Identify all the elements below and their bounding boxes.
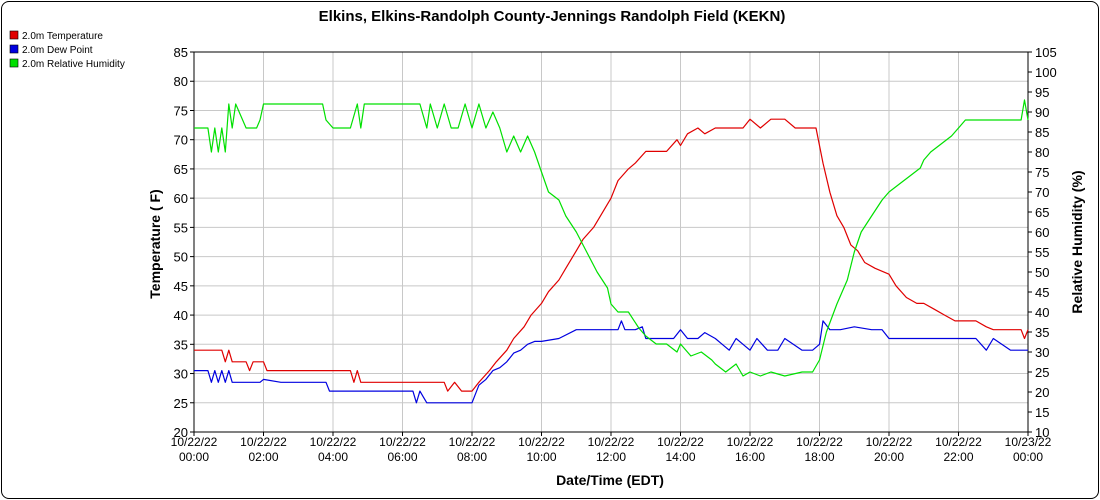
y-tick-label: 55 <box>174 220 188 235</box>
x-tick-label-date: 10/22/22 <box>866 435 913 449</box>
x-tick-label-time: 08:00 <box>457 450 487 464</box>
y2-tick-label: 85 <box>1035 125 1049 140</box>
x-tick-label-time: 02:00 <box>248 450 278 464</box>
y2-tick-label: 40 <box>1035 305 1049 320</box>
y2-tick-label: 75 <box>1035 165 1049 180</box>
x-tick-label-time: 20:00 <box>874 450 904 464</box>
y-tick-label: 75 <box>174 103 188 118</box>
y2-tick-label: 55 <box>1035 245 1049 260</box>
x-tick-label-date: 10/22/22 <box>518 435 565 449</box>
x-tick-label-time: 18:00 <box>804 450 834 464</box>
y2-axis-label: Relative Humidity (%) <box>1069 170 1085 313</box>
y-tick-label: 70 <box>174 133 188 148</box>
x-tick-label-time: 00:00 <box>1013 450 1043 464</box>
chart-title: Elkins, Elkins-Randolph County-Jennings … <box>319 8 786 25</box>
y-tick-label: 30 <box>174 367 188 382</box>
y2-tick-label: 105 <box>1035 45 1057 60</box>
y-tick-label: 40 <box>174 308 188 323</box>
y-tick-label: 50 <box>174 250 188 265</box>
y-tick-label: 80 <box>174 74 188 89</box>
legend-label: 2.0m Relative Humidity <box>22 59 125 70</box>
x-tick-label-time: 10:00 <box>526 450 556 464</box>
y2-tick-label: 50 <box>1035 265 1049 280</box>
y2-tick-label: 90 <box>1035 105 1049 120</box>
x-tick-label-date: 10/22/22 <box>310 435 357 449</box>
y2-tick-label: 10 <box>1035 425 1049 440</box>
x-tick-label-time: 22:00 <box>943 450 973 464</box>
y2-tick-label: 15 <box>1035 405 1049 420</box>
legend-swatch <box>9 58 19 68</box>
x-tick-label-date: 10/22/22 <box>727 435 774 449</box>
series-lines <box>194 99 1029 404</box>
x-axis-label: Date/Time (EDT) <box>556 472 664 488</box>
y2-tick-label: 35 <box>1035 325 1049 340</box>
y2-tick-label: 25 <box>1035 365 1049 380</box>
x-tick-label-time: 14:00 <box>665 450 695 464</box>
series-line-2 <box>194 320 1028 404</box>
y-tick-label: 25 <box>174 396 188 411</box>
x-tick-label-date: 10/22/22 <box>796 435 843 449</box>
legend-swatch <box>9 44 19 54</box>
x-tick-label-date: 10/22/22 <box>240 435 287 449</box>
legend-swatch <box>9 30 19 40</box>
y2-tick-label: 45 <box>1035 285 1049 300</box>
y-tick-label: 60 <box>174 191 188 206</box>
x-tick-label-time: 00:00 <box>179 450 209 464</box>
legend: 2.0m Temperature 2.0m Dew Point 2.0m Relat… <box>9 30 125 70</box>
x-tick-label-time: 12:00 <box>596 450 626 464</box>
y2-tick-label: 70 <box>1035 185 1049 200</box>
y2-tick-label: 30 <box>1035 345 1049 360</box>
y2-tick-label: 100 <box>1035 65 1057 80</box>
y2-tick-label: 95 <box>1035 85 1049 100</box>
x-tick-label-date: 10/22/22 <box>657 435 704 449</box>
legend-label: 2.0m Temperature <box>22 31 103 42</box>
legend-label: 2.0m Dew Point <box>22 45 93 56</box>
y2-tick-label: 80 <box>1035 145 1049 160</box>
y2-tick-label: 65 <box>1035 205 1049 220</box>
y2-axis-ticks: 10 15 20 25 30 35 40 45 50 55 60 65 70 75 80 85 90 95 100 1… <box>1028 45 1057 440</box>
y-tick-label: 65 <box>174 162 188 177</box>
y2-tick-label: 20 <box>1035 385 1049 400</box>
series-line-3 <box>194 99 1029 377</box>
y-tick-label: 35 <box>174 337 188 352</box>
x-tick-label-date: 10/22/22 <box>171 435 218 449</box>
x-tick-label-date: 10/22/22 <box>935 435 982 449</box>
gridlines <box>193 51 1029 433</box>
x-tick-label-time: 04:00 <box>318 450 348 464</box>
y-axis-label: Temperature ( F) <box>147 189 163 298</box>
x-axis-ticks: 10/22/2200:0010/22/2202:0010/22/2204:001… <box>171 432 1052 464</box>
y-axis-ticks: 20 25 30 35 40 45 50 55 60 65 70 75 80 85 <box>174 45 194 440</box>
y-tick-label: 20 <box>174 425 188 440</box>
x-tick-label-time: 16:00 <box>735 450 765 464</box>
x-tick-label-time: 06:00 <box>387 450 417 464</box>
y-tick-label: 85 <box>174 45 188 60</box>
x-tick-label-date: 10/22/22 <box>449 435 496 449</box>
x-tick-label-date: 10/23/22 <box>1005 435 1052 449</box>
x-tick-label-date: 10/22/22 <box>588 435 635 449</box>
y2-tick-label: 60 <box>1035 225 1049 240</box>
x-tick-label-date: 10/22/22 <box>379 435 426 449</box>
series-line-1 <box>194 118 1029 392</box>
y-tick-label: 45 <box>174 279 188 294</box>
